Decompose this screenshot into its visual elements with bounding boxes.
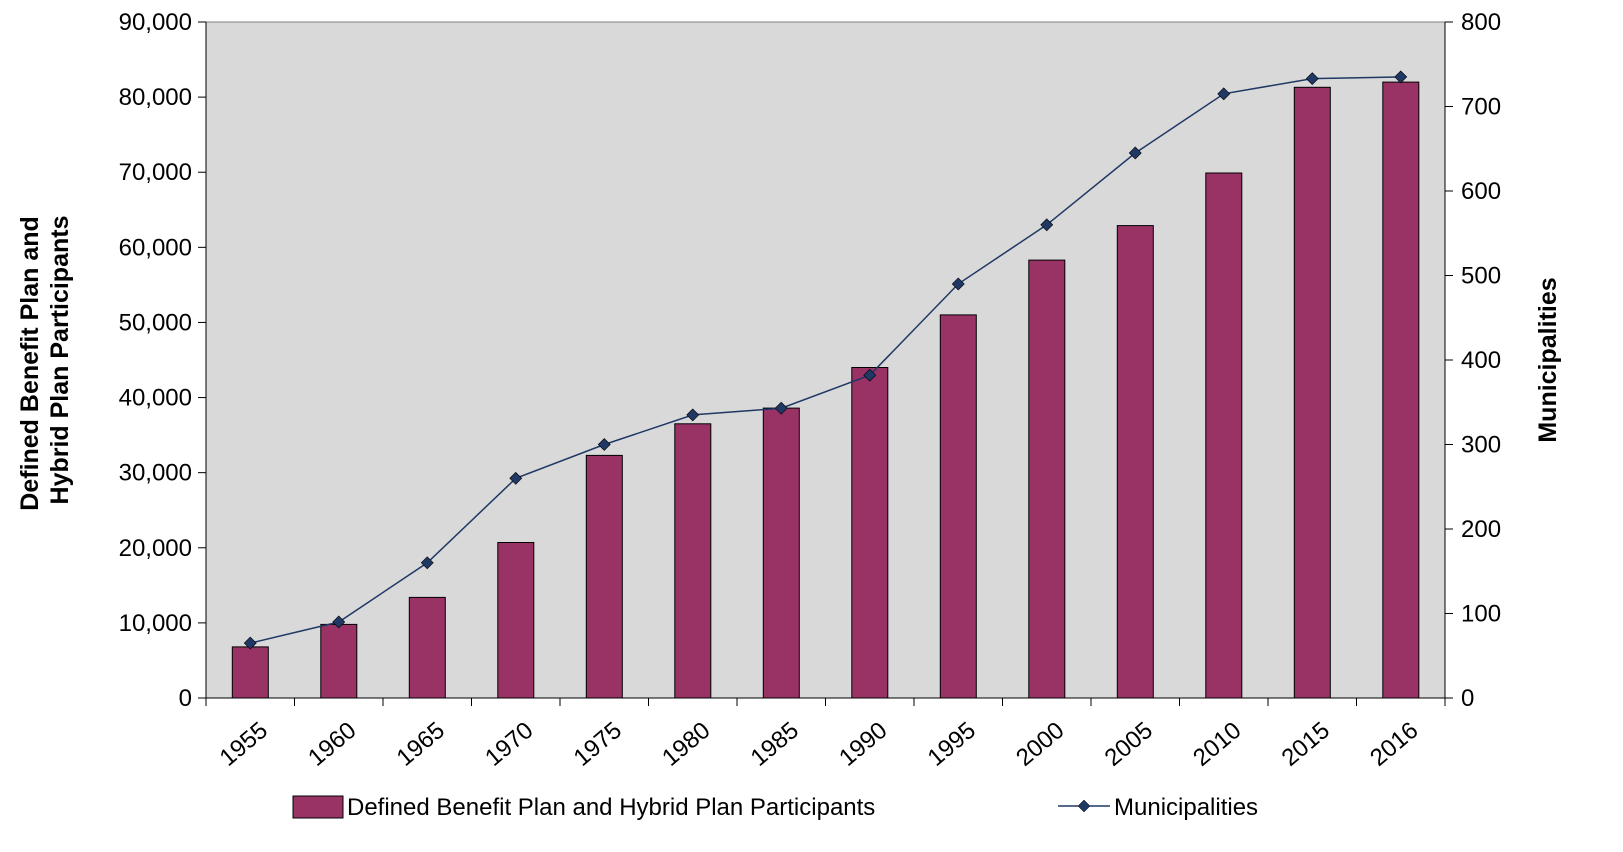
bar-series	[231, 81, 1420, 699]
legend-line-marker	[1077, 799, 1091, 813]
marker-2015	[1305, 72, 1319, 86]
left-tick-label: 30,000	[119, 460, 192, 487]
x-tick-label: 2015	[1277, 717, 1335, 772]
left-axis-title: Defined Benefit Plan and Hybrid Plan Par…	[16, 209, 74, 510]
bar-2000	[1028, 259, 1066, 699]
marker-1955	[243, 636, 257, 650]
right-tick-label: 200	[1461, 516, 1501, 543]
left-tick-label: 70,000	[119, 159, 192, 186]
bar-2015	[1293, 86, 1331, 699]
marker-2005	[1128, 146, 1142, 160]
left-tick-label: 60,000	[119, 234, 192, 261]
bar-1955	[231, 646, 269, 699]
bar-1980	[674, 423, 712, 699]
plot-area	[205, 21, 1446, 699]
x-tick-label: 2010	[1188, 717, 1246, 772]
marker-1960	[332, 615, 346, 629]
bar-1975	[585, 454, 623, 699]
marker-2016	[1394, 70, 1408, 84]
right-axis-title: Municipalities	[1534, 277, 1562, 442]
bar-1985	[762, 407, 800, 699]
right-tick-label: 500	[1461, 263, 1501, 290]
x-tick-label: 1990	[834, 717, 892, 772]
marker-1970	[509, 471, 523, 485]
x-tick-label: 2016	[1365, 717, 1423, 772]
right-tick-label: 100	[1461, 601, 1501, 628]
bar-2005	[1116, 225, 1154, 699]
right-tick-label: 700	[1461, 94, 1501, 121]
x-tick-label: 2000	[1011, 717, 1069, 772]
right-tick-label: 800	[1461, 9, 1501, 36]
right-tick-label: 400	[1461, 347, 1501, 374]
left-tick-label: 0	[179, 685, 192, 712]
x-tick-label: 1980	[657, 717, 715, 772]
bar-1965	[408, 596, 446, 699]
bar-1970	[497, 542, 535, 699]
legend: Defined Benefit Plan and Hybrid Plan Par…	[292, 794, 1258, 821]
left-tick-label: 80,000	[119, 84, 192, 111]
x-tick-label: 1955	[215, 717, 273, 772]
x-tick-label: 1965	[392, 717, 450, 772]
marker-1995	[951, 277, 965, 291]
x-tick-label: 1995	[923, 717, 981, 772]
right-tick-label: 0	[1461, 685, 1474, 712]
x-tick-label: 1975	[569, 717, 627, 772]
right-tick-label: 300	[1461, 432, 1501, 459]
marker-2000	[1040, 218, 1054, 232]
bar-1995	[939, 314, 977, 699]
marker-1980	[686, 408, 700, 422]
left-tick-label: 50,000	[119, 309, 192, 336]
marker-1965	[420, 556, 434, 570]
axis-titles: Defined Benefit Plan and Hybrid Plan Par…	[16, 209, 1562, 511]
x-tick-label: 2005	[1100, 717, 1158, 772]
x-tick-label: 1960	[303, 717, 361, 772]
legend-bar-label: Defined Benefit Plan and Hybrid Plan Par…	[347, 794, 875, 821]
left-tick-label: 40,000	[119, 385, 192, 412]
marker-1975	[597, 438, 611, 451]
bar-1990	[851, 367, 889, 699]
left-axis-title-line-2: Hybrid Plan Participants	[46, 216, 74, 505]
left-tick-label: 20,000	[119, 535, 192, 562]
marker-2010	[1217, 87, 1231, 101]
marker-1990	[863, 368, 877, 382]
left-axis-title-line-1: Defined Benefit Plan and	[16, 216, 44, 510]
bar-2016	[1382, 81, 1420, 699]
legend-bar-swatch	[292, 795, 344, 819]
x-tick-label: 1985	[746, 717, 804, 772]
left-tick-label: 90,000	[119, 9, 192, 36]
bar-2010	[1205, 172, 1243, 699]
x-tick-label: 1970	[480, 717, 538, 772]
left-tick-label: 10,000	[119, 610, 192, 637]
municipalities-line	[250, 76, 1401, 644]
line-series	[243, 70, 1408, 650]
marker-1985	[774, 401, 788, 415]
right-tick-label: 600	[1461, 178, 1501, 205]
legend-line-label: Municipalities	[1114, 794, 1258, 821]
bar-1960	[320, 623, 358, 699]
